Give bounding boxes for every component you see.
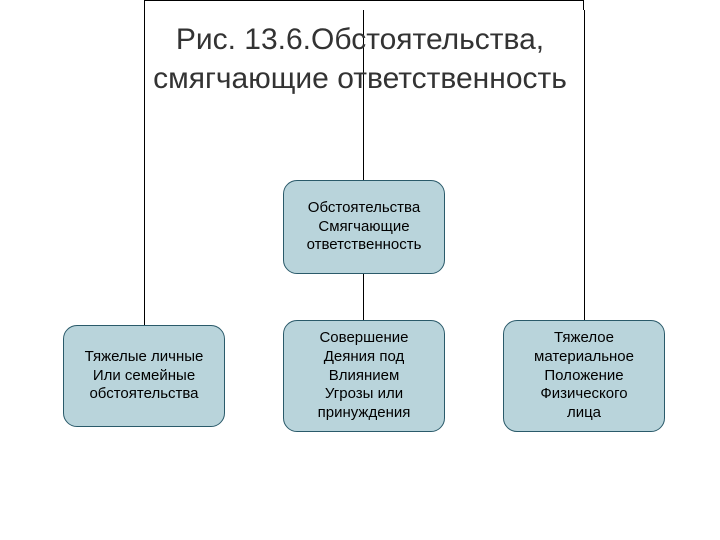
node-bottom-center: Совершение Деяния под Влиянием Угрозы ил… [283,320,445,432]
node-bottom-right: Тяжелое материальное Положение Физическо… [503,320,665,432]
node-bottom-left: Тяжелые личные Или семейные обстоятельст… [63,325,225,427]
figure-title: Рис. 13.6.Обстоятельства, смягчающие отв… [0,20,720,98]
connector-bracket [144,0,584,10]
node-center-top: Обстоятельства Смягчающие ответственност… [283,180,445,274]
